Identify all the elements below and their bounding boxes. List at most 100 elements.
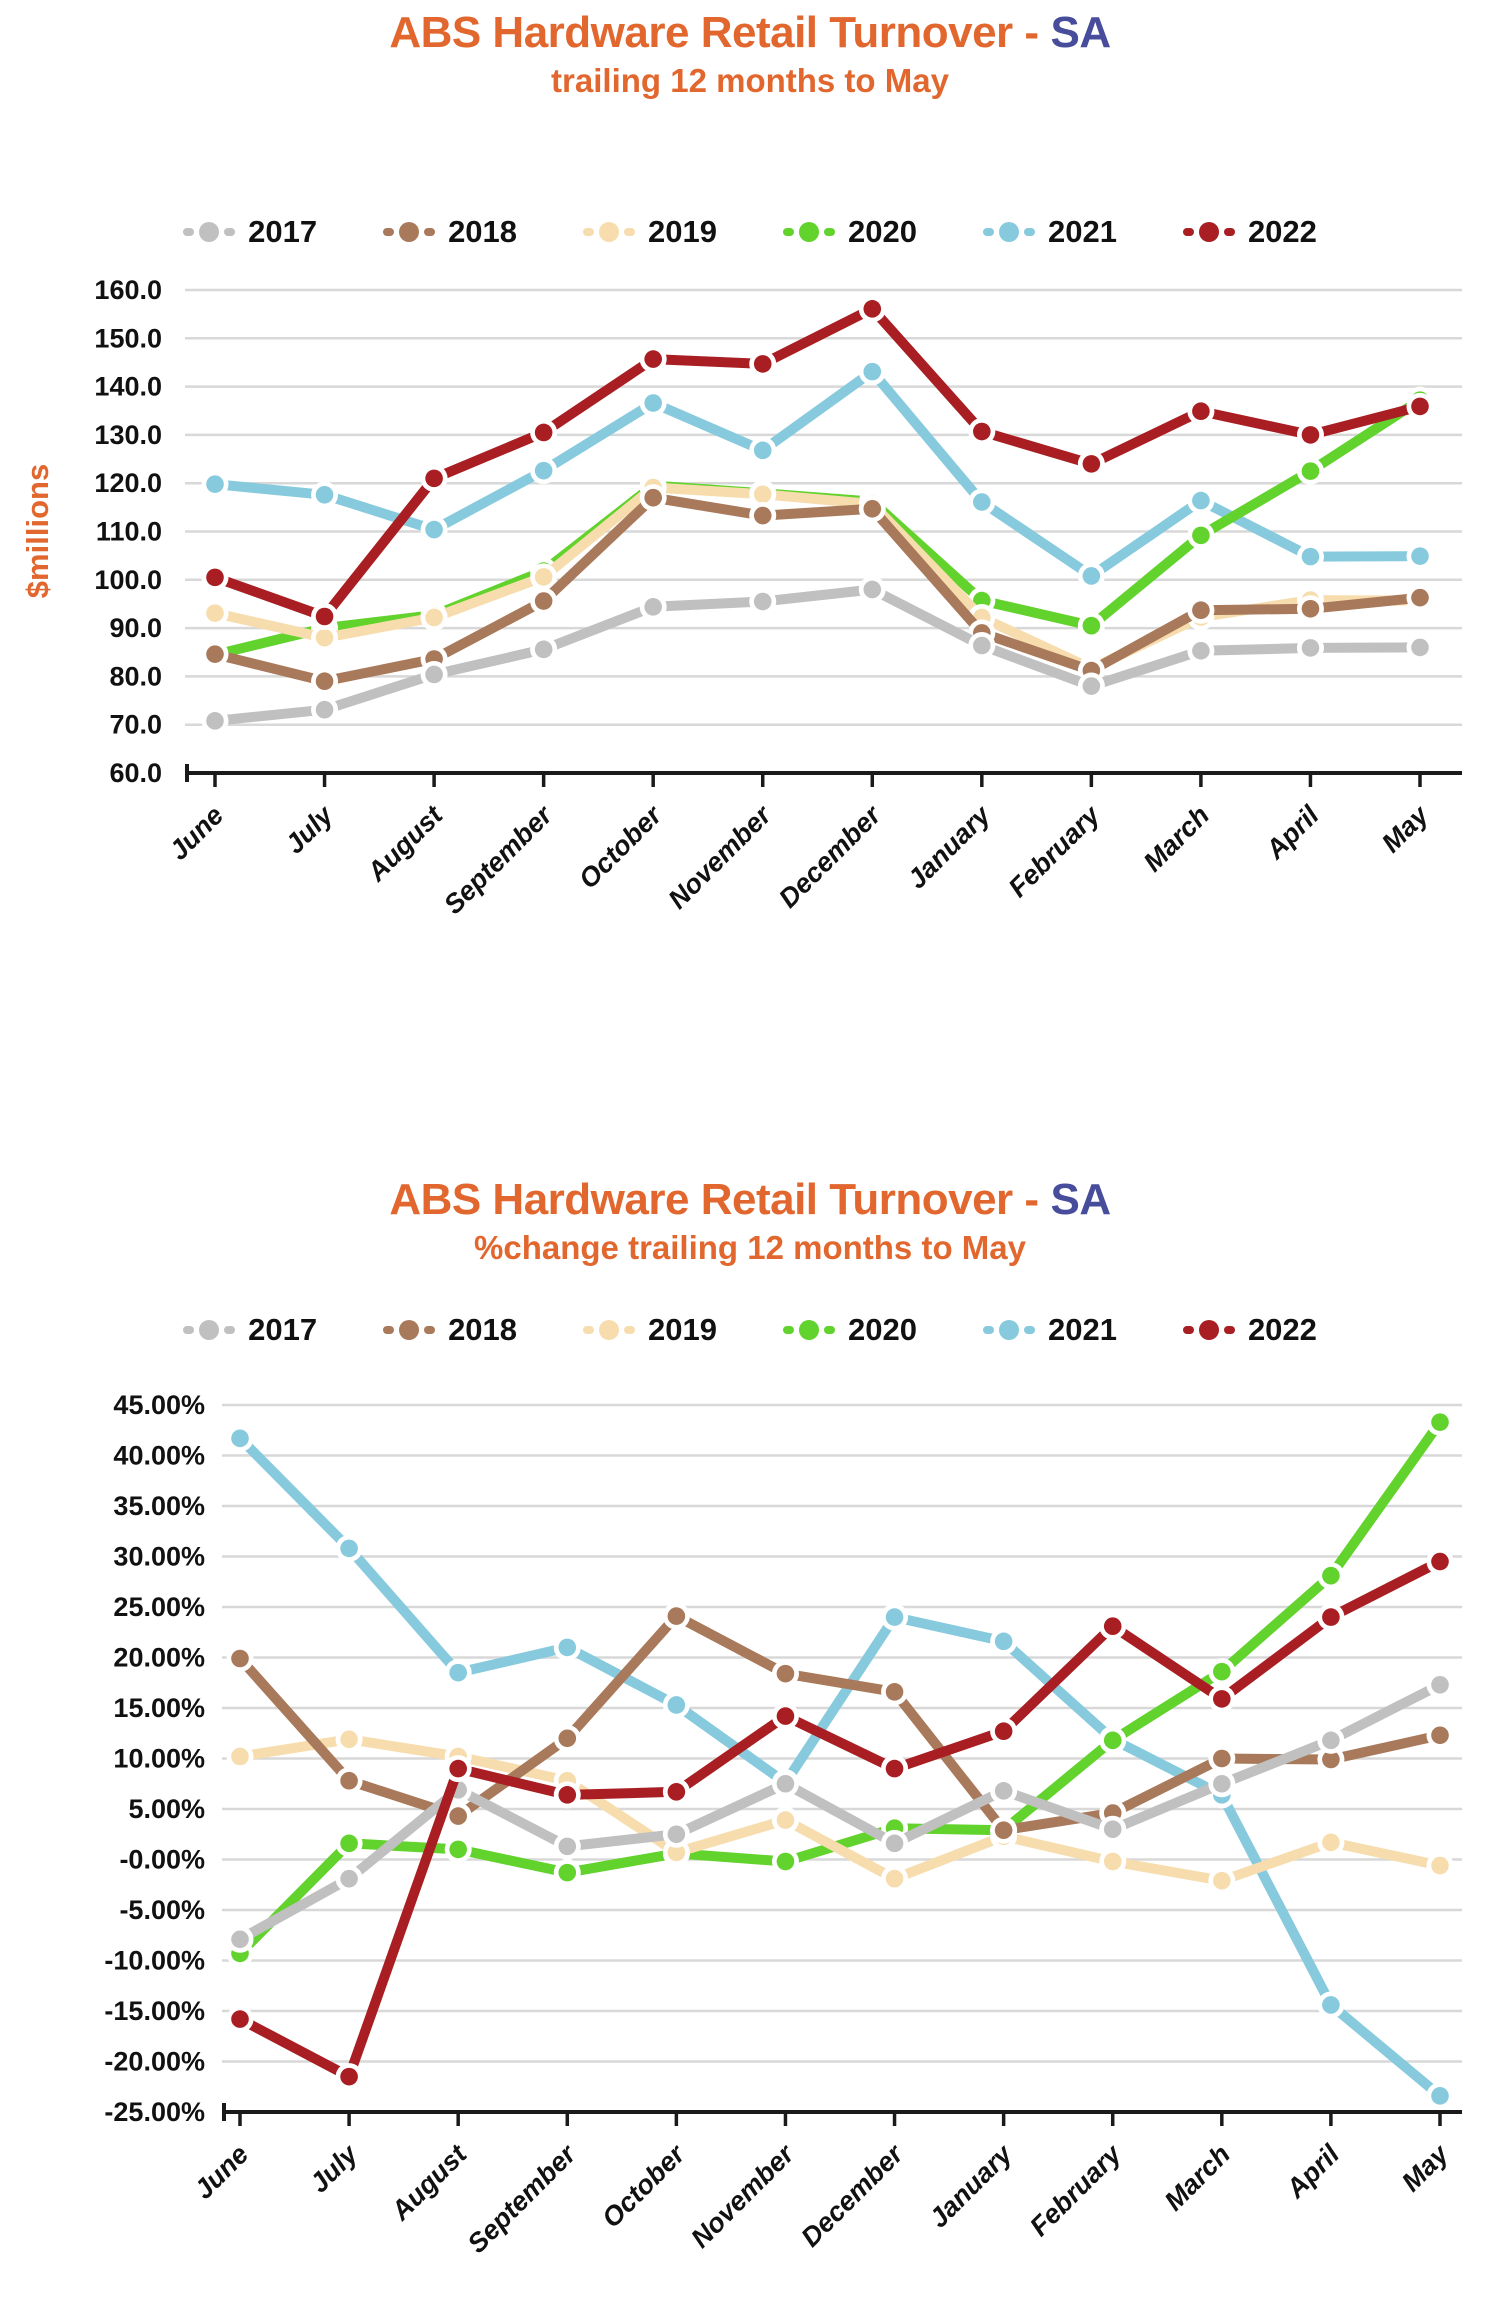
- chart2-subtitle: %change trailing 12 months to May: [474, 1229, 1026, 1266]
- chart1-subtitle: trailing 12 months to May: [551, 62, 949, 99]
- data-point-2022-August: [425, 469, 443, 488]
- y-tick-label: -15.00%: [104, 1996, 205, 2026]
- data-point-2019-September: [534, 568, 553, 586]
- legend-marker-icon: [982, 222, 1035, 242]
- y-tick-label: 30.00%: [113, 1542, 205, 1572]
- data-point-2020-April: [1322, 1566, 1340, 1585]
- legend-marker-shape: [383, 228, 395, 236]
- data-point-2021-September: [558, 1638, 577, 1657]
- data-point-2021-May: [1431, 2087, 1449, 2105]
- legend-item-2020: 2020: [783, 214, 917, 250]
- legend-marker-shape: [998, 1320, 1019, 1340]
- legend-item-2017: 2017: [183, 214, 317, 250]
- data-point-2018-September: [558, 1729, 577, 1748]
- x-tick-label: February: [1003, 799, 1107, 903]
- y-tick-label: 100.0: [94, 565, 162, 595]
- legend-item-2019: 2019: [583, 214, 717, 250]
- data-point-2017-July: [340, 1869, 358, 1888]
- data-point-2022-November: [776, 1707, 795, 1725]
- legend-marker-shape: [799, 1320, 819, 1340]
- legend-item-2019: 2019: [583, 1312, 717, 1348]
- data-point-2018-October: [644, 488, 662, 507]
- data-point-2021-September: [534, 461, 553, 480]
- y-tick-label: 45.00%: [113, 1390, 205, 1420]
- legend-marker-shape: [1023, 1326, 1035, 1334]
- legend-marker-shape: [799, 222, 819, 242]
- data-point-2017-August: [425, 665, 443, 684]
- legend-marker-icon: [183, 1320, 236, 1340]
- y-tick-label: 70.0: [109, 710, 162, 740]
- data-point-2018-January: [994, 1821, 1013, 1840]
- x-tick-label: January: [902, 799, 998, 895]
- data-point-2020-March: [1192, 526, 1210, 545]
- data-point-2022-February: [1082, 455, 1101, 473]
- x-tick-label: May: [1376, 799, 1436, 859]
- legend-marker-shape: [583, 228, 595, 236]
- chart1-canvas: 160.0 150.0 140.0 130.0 120.0 110.0 100.0 90.0 8…: [94, 275, 1462, 920]
- data-point-2017-June: [206, 712, 224, 730]
- data-point-2018-March: [1213, 1749, 1231, 1768]
- data-point-2022-December: [863, 300, 882, 318]
- legend-marker-shape: [183, 228, 195, 236]
- chart2-title-text: ABS Hardware Retail Turnover -: [389, 1175, 1039, 1224]
- data-point-2021-June: [206, 475, 224, 493]
- legend-marker-shape: [783, 228, 794, 236]
- data-point-2017-October: [644, 598, 662, 616]
- data-point-2018-December: [863, 499, 882, 518]
- series-line-2022: [210, 303, 1425, 622]
- y-tick-label: 25.00%: [113, 1592, 205, 1622]
- data-point-2018-November: [753, 506, 772, 525]
- data-point-2017-July: [315, 700, 334, 719]
- y-tick-label: 110.0: [96, 517, 162, 547]
- data-point-2019-May: [1431, 1856, 1449, 1875]
- legend-item-2020: 2020: [783, 1312, 917, 1348]
- data-point-2020-April: [1301, 462, 1320, 480]
- data-point-2017-November: [753, 592, 772, 611]
- data-point-2021-October: [644, 394, 662, 412]
- y-tick-label: 160.0: [94, 275, 162, 305]
- chart1-title-accent: SA: [1050, 8, 1112, 57]
- data-point-2020-September: [558, 1863, 577, 1882]
- data-point-2022-April: [1301, 426, 1320, 444]
- legend-marker-shape: [199, 222, 220, 242]
- data-point-2018-June: [231, 1649, 249, 1668]
- data-point-2018-March: [1192, 601, 1210, 620]
- chart1-title: ABS Hardware Retail Turnover - SA: [0, 8, 1500, 58]
- series-line-2017: [210, 584, 1425, 726]
- y-tick-label: 5.00%: [128, 1794, 205, 1824]
- data-point-2017-March: [1192, 642, 1210, 660]
- y-tick-label: 140.0: [94, 372, 162, 402]
- data-point-2018-August: [449, 1807, 467, 1825]
- data-point-2021-January: [994, 1632, 1013, 1651]
- legend-marker-icon: [1182, 222, 1235, 242]
- x-tick-label: April: [1280, 2139, 1346, 2205]
- legend-item-2022: 2022: [1182, 214, 1317, 250]
- legend-marker-shape: [783, 1326, 794, 1334]
- data-point-2019-June: [231, 1747, 249, 1766]
- data-point-2022-May: [1431, 1552, 1449, 1571]
- legend-marker-icon: [383, 222, 436, 242]
- data-point-2021-July: [340, 1539, 358, 1558]
- y-tick-label: 60.0: [109, 758, 162, 788]
- legend-marker-icon: [383, 1320, 436, 1340]
- data-point-2017-April: [1301, 639, 1320, 657]
- chart2-title: ABS Hardware Retail Turnover - SA: [0, 1175, 1500, 1225]
- data-point-2021-January: [973, 493, 991, 511]
- data-point-2017-February: [1103, 1820, 1122, 1838]
- data-point-2022-March: [1213, 1690, 1231, 1708]
- series-line-2018: [235, 1611, 1445, 1836]
- legend-marker-icon: [982, 1320, 1035, 1340]
- series-line-2021: [235, 1433, 1445, 2101]
- data-point-2022-March: [1192, 402, 1210, 421]
- y-tick-label: 150.0: [94, 323, 162, 353]
- data-point-2021-April: [1322, 1996, 1340, 2014]
- data-point-2022-June: [231, 2010, 249, 2028]
- legend-label: 2021: [1047, 214, 1117, 249]
- legend-marker-shape: [599, 222, 620, 242]
- chart2-legend: 2017 2018 2019 2020 2021 2022: [0, 1312, 1500, 1348]
- data-point-2021-March: [1192, 491, 1210, 510]
- y-tick-label: 35.00%: [113, 1491, 205, 1521]
- data-point-2020-November: [776, 1852, 795, 1871]
- chart2-canvas: 45.00% 40.00% 35.00% 30.00% 25.00% 20.00% 15.0…: [104, 1390, 1462, 2259]
- y-tick-label: 130.0: [94, 420, 162, 450]
